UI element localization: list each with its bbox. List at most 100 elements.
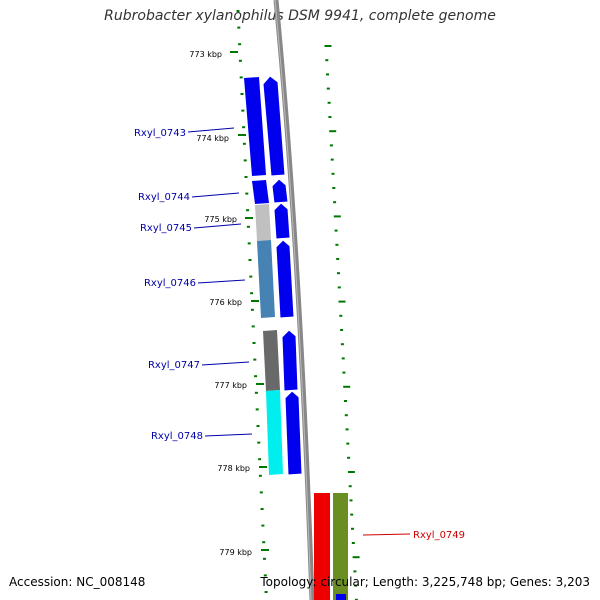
scale-tick <box>239 76 243 79</box>
scale-tick <box>354 584 358 587</box>
gene-label-rxyl-0749[interactable]: Rxyl_0749 <box>413 530 465 541</box>
scale-tick <box>258 458 262 461</box>
scale-tick <box>337 272 340 275</box>
scale-tick <box>242 142 246 145</box>
gene-label-rxyl-0745[interactable]: Rxyl_0745 <box>140 223 192 234</box>
scale-tick <box>350 513 354 516</box>
scale-tick <box>351 542 355 544</box>
scale-tick <box>339 314 343 317</box>
kbp-label-779: 779 kbp <box>219 548 252 557</box>
scale-tick <box>254 375 258 378</box>
scale-tick <box>253 358 257 361</box>
genome-backbone-highlight <box>274 0 312 600</box>
scale-tick <box>259 491 263 494</box>
genome-title: Rubrobacter xylanophilus DSM 9941, compl… <box>104 8 496 24</box>
scale-tick <box>261 524 265 527</box>
scale-tick <box>243 159 247 162</box>
kbp-label-775: 775 kbp <box>204 215 237 224</box>
scale-tick <box>342 371 346 374</box>
scale-tick <box>248 259 252 261</box>
gene-box-rxyl-0749[interactable] <box>314 493 330 600</box>
genome-backbone <box>273 0 315 600</box>
scale-tick <box>326 73 329 76</box>
kbp-label-778: 778 kbp <box>217 464 250 473</box>
gene-category-column <box>244 77 283 475</box>
scale-tick <box>354 598 358 600</box>
scale-tick <box>251 325 255 328</box>
scale-tick <box>264 591 268 593</box>
scale-tick <box>340 329 344 331</box>
scale-tick <box>335 243 339 246</box>
gene-labels: Rxyl_0743 Rxyl_0744 Rxyl_0745 Rxyl_0746 … <box>134 128 465 541</box>
gene-arrow-rxyl-0745[interactable] <box>273 202 291 240</box>
gene-box-rxyl-0749-edge <box>336 594 346 600</box>
topology-text: Topology: circular; Length: 3,225,748 bp… <box>260 575 590 589</box>
scale-tick <box>344 414 348 417</box>
scale-tick <box>332 187 336 189</box>
gene-box-rxyl-0746[interactable] <box>257 240 275 318</box>
gene-arrow-rxyl-0746[interactable] <box>275 239 295 319</box>
gene-label-rxyl-0748[interactable]: Rxyl_0748 <box>151 431 203 442</box>
scale-tick <box>341 357 345 360</box>
scale-tick <box>353 570 357 573</box>
scale-tick <box>324 45 332 47</box>
scale-tick <box>325 59 329 62</box>
scale-tick <box>238 59 242 62</box>
gene-box-rxyl-0748[interactable] <box>266 390 283 475</box>
scale-tick <box>352 556 360 559</box>
scale-tick <box>333 201 337 204</box>
gene-label-rxyl-0746[interactable]: Rxyl_0746 <box>144 278 196 289</box>
inner-scale-ticks <box>236 10 268 593</box>
scale-tick <box>349 499 353 502</box>
gene-arrow-rxyl-0744[interactable] <box>271 178 289 204</box>
gene-label-rxyl-0744[interactable]: Rxyl_0744 <box>138 192 190 203</box>
scale-tick <box>337 286 341 289</box>
gene-label-rxyl-0747[interactable]: Rxyl_0747 <box>148 360 200 371</box>
gene-box-rxyl-0749-category[interactable] <box>333 493 348 600</box>
kbp-label-774: 774 kbp <box>196 134 229 143</box>
scale-tick <box>256 425 260 427</box>
scale-tick <box>262 541 266 544</box>
accession-text: Accession: NC_008148 <box>9 575 146 589</box>
scale-tick <box>333 215 341 218</box>
scale-tick <box>250 292 254 295</box>
scale-tick <box>340 343 344 346</box>
scale-tick <box>246 209 250 212</box>
scale-tick <box>347 471 355 473</box>
scale-tick <box>263 574 267 577</box>
gene-box-rxyl-0745[interactable] <box>255 204 271 241</box>
gene-arrow-rxyl-0748[interactable] <box>284 390 303 476</box>
scale-tick <box>338 300 346 303</box>
scale-tick <box>247 242 251 245</box>
scale-tick <box>238 43 242 46</box>
gene-callout-lines <box>187 127 411 536</box>
scale-tick <box>254 391 258 394</box>
gene-box-rxyl-0747[interactable] <box>263 330 280 391</box>
scale-tick <box>343 385 351 388</box>
gene-arrow-rxyl-0747[interactable] <box>281 329 299 392</box>
scale-tick <box>258 474 262 477</box>
kbp-label-776: 776 kbp <box>209 298 242 307</box>
scale-tick <box>330 158 334 161</box>
scale-tick <box>345 428 349 431</box>
scale-tick <box>336 258 340 260</box>
scale-tick <box>240 93 244 95</box>
gene-label-rxyl-0743[interactable]: Rxyl_0743 <box>134 128 186 139</box>
scale-tick <box>329 130 337 133</box>
gene-arrow-rxyl-0743[interactable] <box>262 75 286 177</box>
gene-box-rxyl-0743[interactable] <box>244 77 266 176</box>
scale-tick <box>236 10 240 12</box>
scale-tick <box>245 192 249 195</box>
scale-tick <box>237 26 241 29</box>
scale-tick <box>255 408 259 411</box>
scale-tick <box>242 126 246 129</box>
scale-tick <box>263 557 266 560</box>
scale-tick <box>326 87 330 90</box>
scale-tick <box>250 308 254 311</box>
outer-scale-ticks <box>324 45 360 600</box>
reverse-strand-features <box>314 493 348 600</box>
scale-tick <box>331 172 335 175</box>
gene-box-rxyl-0744[interactable] <box>252 180 269 204</box>
scale-tick <box>327 101 331 104</box>
